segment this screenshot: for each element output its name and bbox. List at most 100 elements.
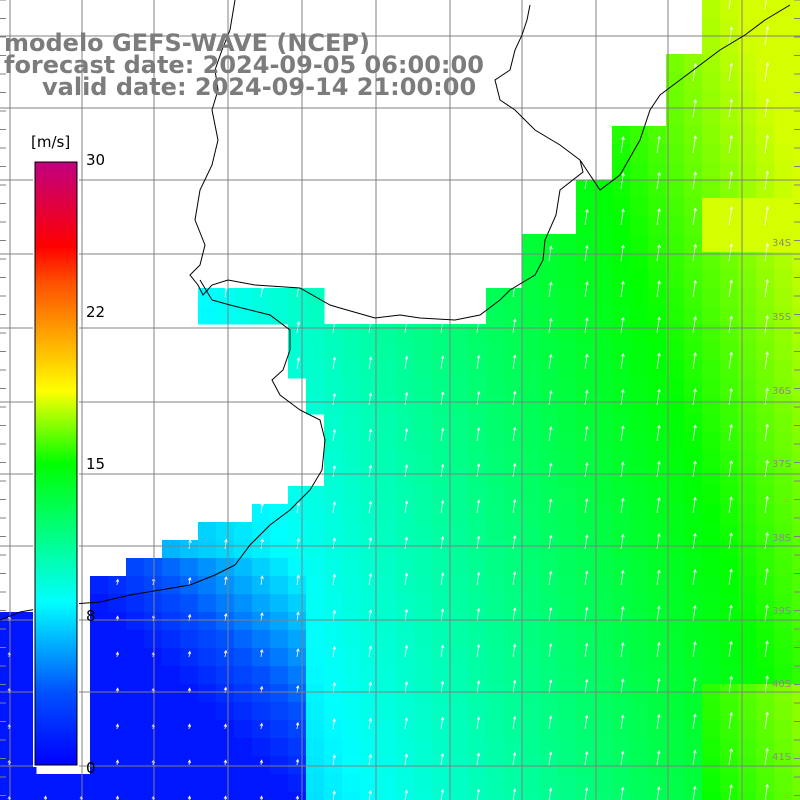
wind-arrow — [548, 281, 553, 298]
speed-cell — [684, 144, 703, 163]
speed-cell — [702, 558, 721, 577]
speed-cell — [666, 522, 685, 541]
speed-cell — [108, 738, 127, 757]
speed-cell — [144, 792, 163, 800]
speed-cell — [342, 594, 361, 613]
speed-cell — [468, 666, 487, 685]
speed-cell — [180, 630, 199, 649]
speed-cell — [360, 792, 379, 800]
speed-cell — [126, 774, 145, 793]
speed-cell — [396, 540, 415, 559]
speed-cell — [270, 774, 289, 793]
wind-arrow — [584, 172, 589, 190]
wind-arrow — [656, 171, 661, 190]
wind-arrow — [656, 244, 661, 262]
speed-cell — [324, 396, 343, 415]
speed-cell — [558, 432, 577, 451]
speed-cell — [630, 126, 649, 145]
speed-cell — [666, 756, 685, 775]
speed-cell — [252, 684, 271, 703]
speed-cell — [270, 558, 289, 577]
speed-cell — [792, 414, 800, 433]
speed-cell — [270, 594, 289, 613]
speed-cell — [648, 306, 667, 325]
speed-cell — [738, 360, 757, 379]
colorbar-tick-15: 15 — [86, 455, 106, 473]
speed-cell — [486, 306, 505, 325]
speed-cell — [468, 774, 487, 793]
speed-cell — [306, 594, 325, 613]
speed-cell — [756, 396, 775, 415]
speed-cell — [486, 414, 505, 433]
speed-cell — [270, 720, 289, 739]
speed-cell — [594, 648, 613, 667]
speed-cell — [558, 486, 577, 505]
speed-cell — [684, 684, 703, 703]
speed-cell — [396, 324, 415, 343]
speed-cell — [792, 36, 800, 55]
speed-cell — [522, 360, 541, 379]
speed-cell — [306, 306, 325, 325]
wind-arrow — [404, 680, 409, 694]
speed-cell — [432, 792, 451, 800]
speed-cell — [504, 468, 523, 487]
speed-cell — [594, 756, 613, 775]
speed-cell — [522, 504, 541, 523]
wind-arrow — [440, 499, 445, 514]
speed-cell — [378, 666, 397, 685]
speed-cell — [414, 720, 433, 739]
speed-cell — [558, 504, 577, 523]
speed-cell — [90, 612, 109, 631]
speed-cell — [684, 468, 703, 487]
speed-cell — [360, 558, 379, 577]
speed-cell — [18, 756, 37, 775]
speed-cell — [648, 612, 667, 631]
speed-cell — [594, 594, 613, 613]
speed-cell — [630, 288, 649, 307]
speed-cell — [180, 540, 199, 559]
speed-cell — [378, 378, 397, 397]
speed-cell — [486, 324, 505, 343]
speed-cell — [720, 666, 739, 685]
speed-cell — [234, 522, 253, 541]
speed-cell — [360, 666, 379, 685]
wind-arrow — [548, 570, 553, 586]
speed-cell — [594, 414, 613, 433]
speed-cell — [108, 774, 127, 793]
speed-cell — [288, 612, 307, 631]
speed-cell — [324, 774, 343, 793]
speed-cell — [162, 720, 181, 739]
speed-cell — [594, 558, 613, 577]
speed-cell — [504, 702, 523, 721]
speed-cell — [324, 504, 343, 523]
speed-cell — [108, 684, 127, 703]
speed-cell — [486, 756, 505, 775]
wind-arrow — [368, 645, 373, 658]
speed-cell — [738, 450, 757, 469]
wind-arrow — [404, 391, 409, 406]
speed-cell — [450, 648, 469, 667]
speed-cell — [630, 252, 649, 271]
speed-cell — [414, 630, 433, 649]
speed-cell — [594, 612, 613, 631]
speed-cell — [198, 666, 217, 685]
wind-arrow — [187, 723, 192, 730]
speed-cell — [450, 756, 469, 775]
speed-cell — [576, 594, 595, 613]
speed-cell — [666, 108, 685, 127]
speed-cell — [630, 360, 649, 379]
speed-cell — [720, 324, 739, 343]
speed-cell — [90, 792, 109, 800]
speed-cell — [684, 162, 703, 181]
speed-cell — [612, 792, 631, 800]
speed-cell — [360, 360, 379, 379]
speed-cell — [486, 522, 505, 541]
speed-cell — [306, 756, 325, 775]
wind-arrow — [404, 319, 409, 334]
speed-cell — [666, 90, 685, 109]
speed-cell — [756, 234, 775, 253]
speed-cell — [396, 756, 415, 775]
wind-arrow — [223, 759, 228, 766]
speed-cell — [630, 396, 649, 415]
wind-arrow — [620, 569, 625, 586]
